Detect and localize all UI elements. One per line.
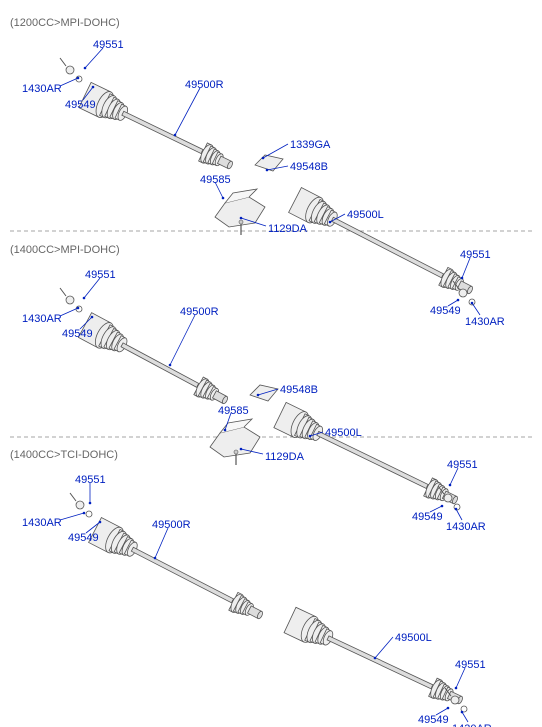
part-label: 49500L (395, 633, 432, 644)
section-title: (1400CC>TCI-DOHC) (10, 450, 118, 461)
part-label: 1430AR (446, 522, 486, 533)
part-label: 1339GA (290, 140, 330, 151)
part-label: 49551 (447, 460, 478, 471)
part-label: 49500R (180, 307, 219, 318)
part-label: 49551 (85, 270, 116, 281)
part-label: 49549 (430, 306, 461, 317)
assembly (70, 493, 467, 712)
part-label: 1430AR (22, 84, 62, 95)
part-label: 49549 (65, 100, 96, 111)
diagram-stage: (1200CC>MPI-DOHC) (1400CC>MPI-DOHC) (1400C… (0, 0, 542, 727)
part-label: 49500R (185, 80, 224, 91)
part-label: 49549 (412, 512, 443, 523)
section-title: (1400CC>MPI-DOHC) (10, 245, 120, 256)
part-label: 49549 (62, 329, 93, 340)
part-label: 1129DA (265, 452, 304, 463)
part-label: 49500L (347, 210, 384, 221)
section-title: (1200CC>MPI-DOHC) (10, 18, 120, 29)
part-label: 1430AR (22, 314, 62, 325)
part-label: 49551 (93, 40, 124, 51)
part-label: 49585 (218, 406, 249, 417)
part-label: 49551 (75, 475, 106, 486)
assembly (60, 288, 460, 510)
part-label: 49549 (418, 715, 449, 726)
part-label: 49585 (200, 175, 231, 186)
part-label: 49551 (460, 250, 491, 261)
part-label: 49548B (280, 385, 318, 396)
assembly (60, 58, 475, 305)
part-label: 1430AR (22, 518, 62, 529)
part-label: 1129DA (268, 224, 307, 235)
part-label: 49500L (325, 428, 362, 439)
part-label: 49549 (68, 533, 99, 544)
part-label: 49500R (152, 520, 191, 531)
part-label: 1430AR (465, 317, 505, 328)
part-label: 49548B (290, 162, 328, 173)
part-label: 49551 (455, 660, 486, 671)
